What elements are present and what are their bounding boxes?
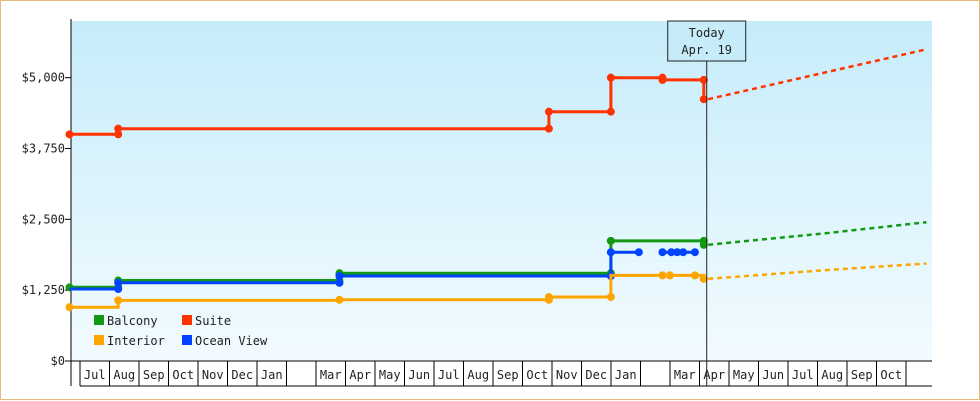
x-tick-label: Oct (172, 368, 194, 382)
x-tick-label: Dec (231, 368, 253, 382)
x-tick-label: Mar (320, 368, 342, 382)
data-point (679, 248, 688, 257)
y-tick-label: $5,000 (22, 71, 65, 85)
plot-area (71, 21, 932, 361)
y-axis: $0 $1,250 $2,500 $3,750 $5,000 (22, 19, 72, 386)
data-point (634, 248, 643, 257)
forecast-line (707, 48, 927, 101)
series-suite (65, 48, 927, 139)
forecast-line (708, 220, 927, 247)
legend-swatch (94, 315, 104, 325)
x-tick-label: Apr (349, 368, 371, 382)
x-tick-label: Aug (821, 368, 843, 382)
y-tick-label: $3,750 (22, 142, 65, 156)
x-tick-label: Nov (556, 368, 578, 382)
data-point (335, 278, 344, 287)
data-point (114, 278, 123, 287)
data-point (690, 248, 699, 257)
data-point (606, 248, 615, 257)
x-tick-label: Jan (261, 368, 283, 382)
x-tick-label: Sep (497, 368, 519, 382)
x-tick-label: May (733, 368, 755, 382)
data-point (65, 130, 74, 139)
x-tick-label: Jan (615, 368, 637, 382)
data-point (114, 130, 123, 139)
today-label: Today (689, 26, 725, 40)
legend-swatch (94, 335, 104, 345)
today-box (667, 20, 747, 62)
data-point (544, 124, 553, 133)
legend-label: Interior (107, 334, 165, 348)
legend-label: Balcony (107, 314, 158, 328)
today-marker: Today Apr. 19 (667, 20, 747, 386)
data-point (699, 75, 708, 84)
data-point (335, 295, 344, 304)
data-point (690, 271, 699, 280)
data-point (658, 271, 667, 280)
legend-swatch (182, 315, 192, 325)
x-tick-label: May (379, 368, 401, 382)
legend-item-balcony: Balcony (94, 314, 158, 328)
y-tick-label: $1,250 (22, 283, 65, 297)
data-point (699, 95, 708, 104)
data-point (658, 248, 667, 257)
x-tick-label: Jun (408, 368, 430, 382)
legend-swatch (182, 335, 192, 345)
x-tick-label: Dec (585, 368, 607, 382)
data-point (114, 124, 123, 133)
legend: Balcony Suite Interior Ocean View (94, 314, 268, 348)
data-point (606, 292, 615, 301)
data-point (335, 272, 344, 280)
x-tick-label: Sep (851, 368, 873, 382)
data-point (606, 236, 615, 245)
legend-label: Suite (195, 314, 231, 328)
legend-item-suite: Suite (182, 314, 231, 328)
x-tick-label: Jul (84, 368, 106, 382)
data-point (658, 75, 667, 84)
x-tick-label: Mar (674, 368, 696, 382)
y-tick-label: $0 (51, 354, 65, 368)
data-point (673, 248, 682, 257)
legend-label: Ocean View (195, 334, 268, 348)
data-point (699, 274, 708, 283)
legend-item-interior: Interior (94, 334, 165, 348)
data-point (65, 303, 74, 312)
x-tick-label: Aug (113, 368, 135, 382)
x-tick-label: Apr (703, 368, 725, 382)
x-tick-label: Oct (526, 368, 548, 382)
data-point (699, 240, 708, 249)
x-tick-label: Jun (762, 368, 784, 382)
legend-item-ocean-view: Ocean View (182, 334, 268, 348)
y-tick-label: $2,500 (22, 212, 65, 226)
x-tick-label: Oct (880, 368, 902, 382)
forecast-line (708, 262, 927, 281)
data-point (606, 107, 615, 116)
data-point (544, 107, 553, 116)
x-tick-label: Jul (792, 368, 814, 382)
x-tick-label: Jul (438, 368, 460, 382)
data-point (665, 271, 674, 280)
series-layer (65, 48, 927, 312)
data-point (544, 292, 553, 301)
x-tick-label: Sep (143, 368, 165, 382)
data-point (667, 248, 676, 257)
x-tick-label: Aug (467, 368, 489, 382)
series-ocean-view (69, 248, 699, 294)
series-interior (65, 262, 927, 312)
x-axis: Jul Aug Sep Oct Nov Dec Jan Mar Apr May Jun Jul Aug S… (71, 360, 932, 387)
data-point (114, 285, 123, 294)
data-point (114, 296, 123, 305)
x-tick-label: Nov (202, 368, 224, 382)
data-point (606, 73, 615, 82)
today-date: Apr. 19 (681, 43, 732, 57)
